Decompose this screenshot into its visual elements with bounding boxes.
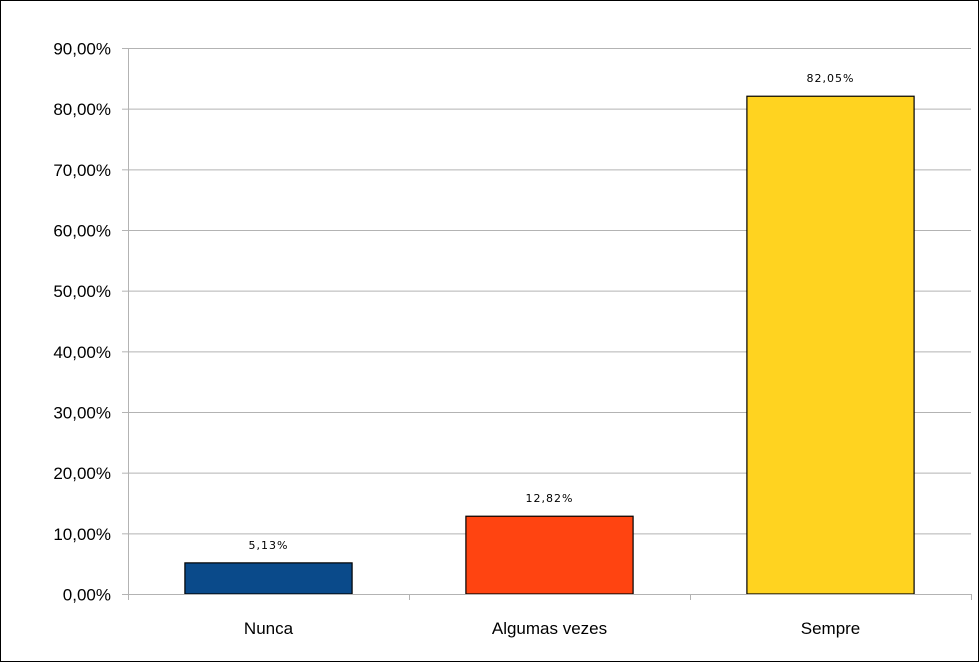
y-tick-label: 30,00% [53,404,111,423]
y-tick-label: 60,00% [53,222,111,241]
x-category-label: Algumas vezes [492,619,607,638]
y-tick-label: 10,00% [53,525,111,544]
y-tick-label: 20,00% [53,464,111,483]
bars [184,95,915,595]
bar [184,562,353,595]
bar [746,95,915,595]
y-tick-label: 40,00% [53,343,111,362]
x-category-label: Sempre [801,619,861,638]
y-axis-tick-labels: 0,00% 10,00% 20,00% 30,00% 40,00% 50,00% 60,00… [53,40,111,605]
bar [465,515,634,595]
gridlines [128,48,971,535]
data-label: 5,13% [249,539,289,552]
x-axis-category-labels: Nunca Algumas vezes Sempre [244,619,860,638]
x-category-label: Nunca [244,619,294,638]
y-tick-label: 90,00% [53,40,111,59]
data-label: 82,05% [807,72,855,85]
data-label: 12,82% [526,492,574,505]
axes [122,48,972,600]
y-tick-label: 0,00% [63,586,111,605]
y-tick-label: 70,00% [53,161,111,180]
y-tick-label: 50,00% [53,282,111,301]
data-labels: 5,13% 12,82% 82,05% [249,72,855,552]
y-tick-label: 80,00% [53,100,111,119]
